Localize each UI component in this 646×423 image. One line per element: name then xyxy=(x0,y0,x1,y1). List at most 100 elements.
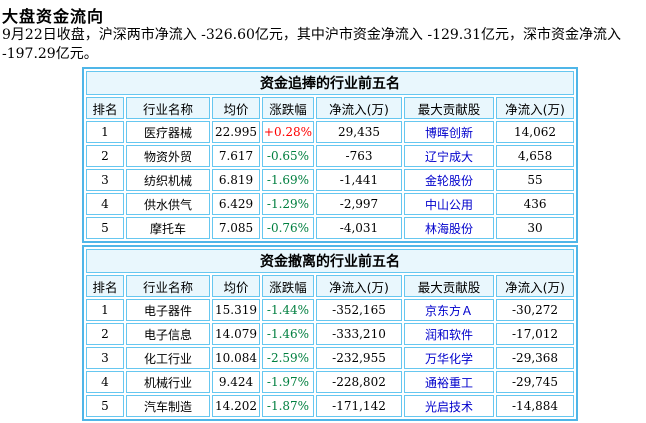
top-stock-link[interactable]: 辽宁成大 xyxy=(404,145,494,167)
top-stock-link[interactable]: 通裕重工 xyxy=(404,371,494,393)
top-stock-link[interactable]: 润和软件 xyxy=(404,323,494,345)
stock-net-inflow-cell: -29,368 xyxy=(496,347,575,369)
industry-cell: 纺织机械 xyxy=(126,169,210,191)
outflow-table-body: 1 电子器件 15.319 -1.44% -352,165 京东方Ａ -30,272 2 电子信… xyxy=(86,299,575,417)
net-inflow-cell: -333,210 xyxy=(316,323,402,345)
table-row: 5 摩托车 7.085 -0.76% -4,031 林海股份 30 xyxy=(86,217,575,239)
change-cell: +0.28% xyxy=(262,121,314,143)
outflow-table: 资金撤离的行业前五名 排名 行业名称 均价 涨跌幅 净流入(万) 最大贡献股 净… xyxy=(82,245,579,421)
price-cell: 14.202 xyxy=(212,395,260,417)
industry-cell: 电子信息 xyxy=(126,323,210,345)
industry-cell: 医疗器械 xyxy=(126,121,210,143)
rank-cell: 2 xyxy=(86,145,124,167)
net-inflow-cell: -352,165 xyxy=(316,299,402,321)
stock-net-inflow-cell: -30,272 xyxy=(496,299,575,321)
top-stock-link[interactable]: 金轮股份 xyxy=(404,169,494,191)
column-header-price: 均价 xyxy=(212,97,260,119)
column-header-rank: 排名 xyxy=(86,275,124,297)
net-inflow-cell: -763 xyxy=(316,145,402,167)
table-row: 5 汽车制造 14.202 -1.87% -171,142 光启技术 -14,884 xyxy=(86,395,575,417)
industry-cell: 供水供气 xyxy=(126,193,210,215)
top-stock-link[interactable]: 京东方Ａ xyxy=(404,299,494,321)
net-inflow-cell: -232,955 xyxy=(316,347,402,369)
net-inflow-cell: -1,441 xyxy=(316,169,402,191)
table-row: 1 电子器件 15.319 -1.44% -352,165 京东方Ａ -30,272 xyxy=(86,299,575,321)
table-row: 4 机械行业 9.424 -1.97% -228,802 通裕重工 -29,745 xyxy=(86,371,575,393)
industry-cell: 机械行业 xyxy=(126,371,210,393)
column-header-top-stock: 最大贡献股 xyxy=(404,275,494,297)
price-cell: 7.085 xyxy=(212,217,260,239)
price-cell: 6.429 xyxy=(212,193,260,215)
stock-net-inflow-cell: 4,658 xyxy=(496,145,575,167)
stock-net-inflow-cell: -17,012 xyxy=(496,323,575,345)
change-cell: -1.69% xyxy=(262,169,314,191)
rank-cell: 5 xyxy=(86,395,124,417)
column-header-net-inflow: 净流入(万) xyxy=(316,275,402,297)
column-header-stock-net-inflow: 净流入(万) xyxy=(496,97,575,119)
top-stock-link[interactable]: 万华化学 xyxy=(404,347,494,369)
net-inflow-cell: 29,435 xyxy=(316,121,402,143)
stock-net-inflow-cell: 30 xyxy=(496,217,575,239)
price-cell: 6.819 xyxy=(212,169,260,191)
stock-net-inflow-cell: 55 xyxy=(496,169,575,191)
change-cell: -0.76% xyxy=(262,217,314,239)
change-cell: -1.29% xyxy=(262,193,314,215)
table-row: 3 化工行业 10.084 -2.59% -232,955 万华化学 -29,368 xyxy=(86,347,575,369)
column-header-change: 涨跌幅 xyxy=(262,97,314,119)
price-cell: 15.319 xyxy=(212,299,260,321)
change-cell: -1.46% xyxy=(262,323,314,345)
rank-cell: 4 xyxy=(86,371,124,393)
change-cell: -0.65% xyxy=(262,145,314,167)
column-header-price: 均价 xyxy=(212,275,260,297)
change-cell: -1.97% xyxy=(262,371,314,393)
net-inflow-cell: -2,997 xyxy=(316,193,402,215)
inflow-table-body: 1 医疗器械 22.995 +0.28% 29,435 博晖创新 14,062 2 物资外贸 7.… xyxy=(86,121,575,239)
rank-cell: 2 xyxy=(86,323,124,345)
rank-cell: 3 xyxy=(86,347,124,369)
industry-cell: 物资外贸 xyxy=(126,145,210,167)
top-stock-link[interactable]: 中山公用 xyxy=(404,193,494,215)
industry-cell: 汽车制造 xyxy=(126,395,210,417)
stock-net-inflow-cell: -29,745 xyxy=(496,371,575,393)
column-header-industry: 行业名称 xyxy=(126,275,210,297)
change-cell: -2.59% xyxy=(262,347,314,369)
table-row: 4 供水供气 6.429 -1.29% -2,997 中山公用 436 xyxy=(86,193,575,215)
industry-cell: 摩托车 xyxy=(126,217,210,239)
price-cell: 14.079 xyxy=(212,323,260,345)
stock-net-inflow-cell: 14,062 xyxy=(496,121,575,143)
net-inflow-cell: -171,142 xyxy=(316,395,402,417)
change-cell: -1.87% xyxy=(262,395,314,417)
table-row: 3 纺织机械 6.819 -1.69% -1,441 金轮股份 55 xyxy=(86,169,575,191)
column-header-net-inflow: 净流入(万) xyxy=(316,97,402,119)
market-summary: 9月22日收盘，沪深两市净流入 -326.60亿元，其中沪市资金净流入 -129… xyxy=(2,27,622,62)
stock-net-inflow-cell: -14,884 xyxy=(496,395,575,417)
column-header-change: 涨跌幅 xyxy=(262,275,314,297)
industry-cell: 化工行业 xyxy=(126,347,210,369)
column-header-stock-net-inflow: 净流入(万) xyxy=(496,275,575,297)
table-row: 2 电子信息 14.079 -1.46% -333,210 润和软件 -17,012 xyxy=(86,323,575,345)
inflow-header-row: 排名 行业名称 均价 涨跌幅 净流入(万) 最大贡献股 净流入(万) xyxy=(86,97,575,119)
top-stock-link[interactable]: 林海股份 xyxy=(404,217,494,239)
price-cell: 10.084 xyxy=(212,347,260,369)
price-cell: 9.424 xyxy=(212,371,260,393)
price-cell: 22.995 xyxy=(212,121,260,143)
rank-cell: 3 xyxy=(86,169,124,191)
column-header-industry: 行业名称 xyxy=(126,97,210,119)
outflow-header-row: 排名 行业名称 均价 涨跌幅 净流入(万) 最大贡献股 净流入(万) xyxy=(86,275,575,297)
rank-cell: 5 xyxy=(86,217,124,239)
top-stock-link[interactable]: 博晖创新 xyxy=(404,121,494,143)
net-inflow-cell: -228,802 xyxy=(316,371,402,393)
table-row: 1 医疗器械 22.995 +0.28% 29,435 博晖创新 14,062 xyxy=(86,121,575,143)
inflow-table: 资金追捧的行业前五名 排名 行业名称 均价 涨跌幅 净流入(万) 最大贡献股 净… xyxy=(82,67,579,243)
stock-net-inflow-cell: 436 xyxy=(496,193,575,215)
column-header-top-stock: 最大贡献股 xyxy=(404,97,494,119)
outflow-table-caption: 资金撤离的行业前五名 xyxy=(86,249,575,273)
rank-cell: 1 xyxy=(86,121,124,143)
top-stock-link[interactable]: 光启技术 xyxy=(404,395,494,417)
table-row: 2 物资外贸 7.617 -0.65% -763 辽宁成大 4,658 xyxy=(86,145,575,167)
industry-cell: 电子器件 xyxy=(126,299,210,321)
column-header-rank: 排名 xyxy=(86,97,124,119)
rank-cell: 1 xyxy=(86,299,124,321)
change-cell: -1.44% xyxy=(262,299,314,321)
price-cell: 7.617 xyxy=(212,145,260,167)
